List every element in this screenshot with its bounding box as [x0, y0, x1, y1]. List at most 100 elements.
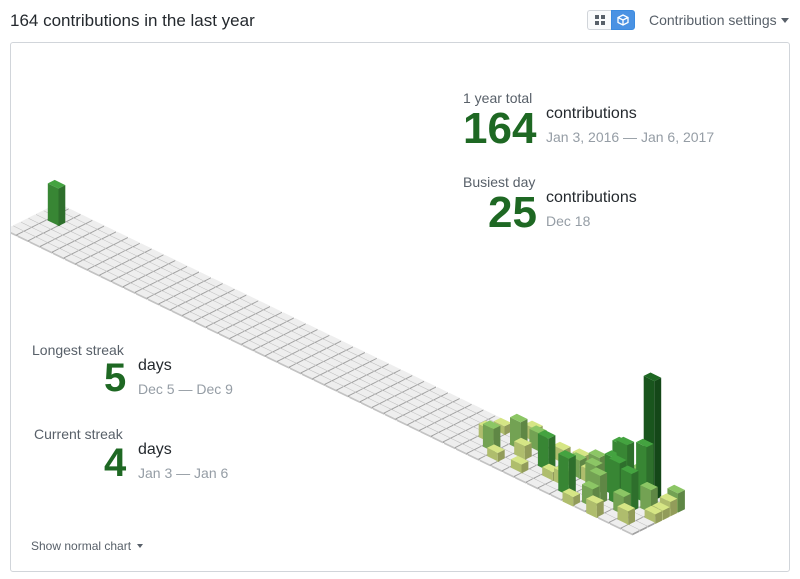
- cell-top-face: [185, 275, 204, 285]
- cell-top-face: [451, 434, 470, 444]
- cell-top-face: [360, 375, 378, 384]
- cell-top-face: [47, 179, 66, 189]
- cell-top-face: [190, 285, 208, 294]
- grid-view-button[interactable]: [587, 10, 611, 30]
- cell-top-face: [206, 300, 224, 310]
- cell-top-face: [229, 312, 248, 321]
- cell-top-face: [84, 256, 102, 266]
- cell-left-face: [64, 258, 76, 266]
- cell-left-face: [558, 453, 569, 498]
- cell-top-face: [491, 461, 509, 471]
- cell-left-face: [254, 350, 266, 358]
- cell-top-face: [91, 229, 109, 239]
- cell-top-face: [558, 450, 576, 459]
- cell-top-face: [228, 289, 247, 298]
- cell-top-face: [218, 329, 237, 338]
- cell-left-face: [644, 509, 656, 524]
- cell-top-face: [218, 306, 236, 315]
- cell-left-face: [510, 459, 522, 475]
- cell-top-face: [432, 432, 450, 442]
- cell-left-face: [218, 332, 230, 340]
- cell-left-face: [529, 428, 541, 454]
- cell-right-face: [596, 500, 604, 519]
- cell-top-face: [380, 400, 398, 409]
- cell-left-face: [408, 424, 420, 432]
- longest-streak-range: Dec 5 — Dec 9: [138, 381, 233, 397]
- cell-left-face: [487, 447, 498, 463]
- year-total-value: 164: [463, 104, 537, 153]
- cell-top-face: [98, 226, 117, 235]
- cell-left-face: [586, 498, 597, 519]
- cell-top-face: [64, 254, 83, 264]
- cell-top-face: [454, 398, 472, 408]
- cell-left-face: [515, 476, 526, 484]
- isometric-view-button[interactable]: [611, 10, 635, 30]
- cell-top-face: [124, 283, 142, 292]
- cell-right-face: [631, 470, 639, 513]
- cell-top-face: [230, 335, 249, 344]
- cell-top-face: [462, 417, 481, 427]
- cell-top-face: [375, 367, 393, 377]
- cell-top-face: [123, 260, 141, 269]
- cell-top-face: [74, 214, 93, 224]
- contribution-cell: [644, 505, 663, 524]
- cell-top-face: [86, 220, 105, 229]
- cell-top-face: [399, 379, 417, 388]
- cell-top-face: [217, 283, 235, 293]
- cell-top-face: [269, 338, 288, 348]
- cell-top-face: [194, 294, 212, 304]
- cell-top-face: [427, 423, 446, 432]
- cell-top-face: [324, 358, 343, 367]
- cell-top-face: [321, 371, 339, 381]
- cell-top-face: [68, 241, 86, 250]
- cell-right-face: [670, 498, 678, 517]
- contribution-cell: [621, 524, 640, 536]
- cell-top-face: [537, 430, 556, 439]
- cell-top-face: [13, 222, 31, 231]
- cell-left-face: [171, 309, 183, 317]
- cell-top-face: [107, 245, 125, 254]
- cell-left-face: [396, 419, 408, 427]
- contribution-settings-dropdown[interactable]: Contribution settings: [649, 12, 789, 28]
- cube-icon: [617, 14, 629, 26]
- cell-left-face: [640, 485, 651, 515]
- cell-top-face: [157, 254, 176, 264]
- cell-top-face: [226, 325, 244, 335]
- cell-top-face: [60, 245, 79, 254]
- cell-top-face: [479, 455, 498, 465]
- cell-top-face: [195, 317, 213, 327]
- cell-top-face: [434, 396, 453, 406]
- cell-top-face: [640, 481, 658, 491]
- cell-top-face: [311, 329, 330, 339]
- cell-top-face: [613, 488, 631, 498]
- cell-top-face: [589, 467, 608, 476]
- cell-top-face: [198, 304, 216, 313]
- cell-left-face: [325, 384, 337, 392]
- cell-top-face: [582, 480, 600, 490]
- cell-top-face: [356, 388, 375, 398]
- busiest-day-range: Dec 18: [546, 213, 591, 229]
- cell-top-face: [534, 475, 553, 484]
- cell-top-face: [59, 222, 78, 231]
- cell-top-face: [430, 387, 448, 396]
- cell-top-face: [376, 390, 394, 400]
- cell-top-face: [636, 438, 654, 448]
- cell-top-face: [221, 293, 239, 302]
- cell-top-face: [169, 260, 188, 270]
- cell-top-face: [257, 333, 276, 342]
- cell-top-face: [538, 484, 557, 494]
- cell-top-face: [79, 224, 97, 233]
- cell-top-face: [76, 260, 95, 269]
- cell-top-face: [102, 235, 121, 245]
- cell-left-face: [11, 231, 17, 237]
- cell-top-face: [265, 329, 283, 338]
- cell-left-face: [542, 467, 553, 482]
- cell-left-face: [550, 493, 562, 501]
- cell-top-face: [205, 277, 223, 287]
- cell-top-face: [392, 406, 410, 415]
- cell-top-face: [103, 258, 122, 267]
- show-normal-chart-link[interactable]: Show normal chart: [31, 539, 144, 553]
- cell-left-face: [384, 413, 396, 421]
- cell-top-face: [455, 421, 473, 430]
- contribution-cell: [558, 450, 576, 498]
